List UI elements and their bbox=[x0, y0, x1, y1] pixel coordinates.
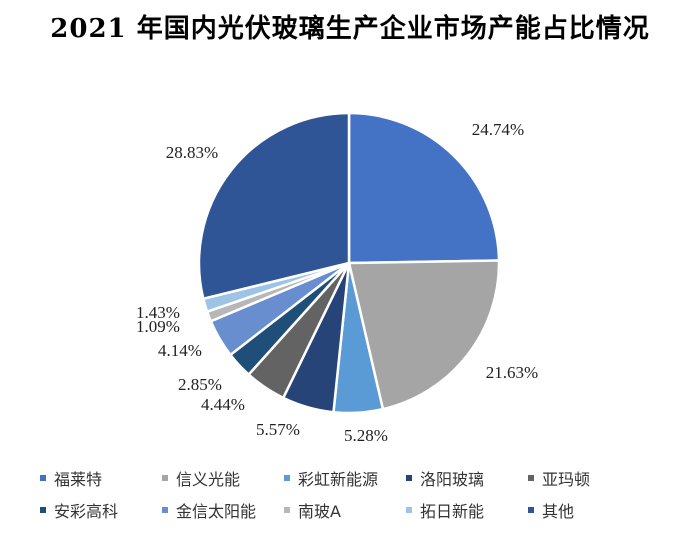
legend-item: 其他 bbox=[528, 498, 650, 522]
legend-swatch bbox=[528, 507, 534, 513]
legend-label: 南玻A bbox=[298, 502, 341, 521]
slice-label: 5.57% bbox=[256, 420, 300, 439]
legend-item: 洛阳玻璃 bbox=[406, 466, 528, 490]
chart-title: 2021 年国内光伏玻璃生产企业市场产能占比情况 bbox=[50, 14, 650, 44]
legend-swatch bbox=[162, 475, 168, 481]
legend-item: 福莱特 bbox=[40, 466, 162, 490]
legend-item: 彩虹新能源 bbox=[284, 466, 406, 490]
legend-label: 其他 bbox=[542, 502, 575, 521]
pie-chart: 24.74% 21.63% 5.28% 5.57% 4.44%2.85% 4.14% 1.0… bbox=[136, 111, 538, 445]
legend-item: 金信太阳能 bbox=[162, 498, 284, 522]
slice-label: 21.63% bbox=[486, 363, 538, 382]
pie-slice bbox=[197, 111, 351, 301]
legend-swatch bbox=[284, 475, 290, 481]
legend-label: 信义光能 bbox=[176, 470, 241, 489]
slice-label: 5.28% bbox=[344, 426, 388, 445]
legend-swatch bbox=[406, 507, 412, 513]
pie-slice bbox=[347, 111, 501, 265]
slice-label: 1.43% bbox=[136, 303, 180, 322]
slice-label: 4.14% bbox=[158, 341, 202, 360]
legend-swatch bbox=[40, 507, 46, 513]
legend-swatch bbox=[162, 507, 168, 513]
slice-label: 1.09% bbox=[136, 317, 180, 336]
legend-item: 安彩高科 bbox=[40, 498, 162, 522]
slice-label: 2.85% bbox=[178, 375, 222, 394]
legend-swatch bbox=[40, 475, 46, 481]
legend-swatch bbox=[284, 507, 290, 513]
legend-label: 金信太阳能 bbox=[176, 502, 257, 521]
legend-item: 信义光能 bbox=[162, 466, 284, 490]
legend-label: 亚玛顿 bbox=[542, 470, 591, 489]
legend-label: 安彩高科 bbox=[54, 502, 119, 521]
legend-label: 拓日新能 bbox=[420, 502, 485, 521]
legend-item: 拓日新能 bbox=[406, 498, 528, 522]
slice-label: 4.44% bbox=[201, 395, 245, 414]
legend-label: 彩虹新能源 bbox=[298, 470, 379, 489]
legend-label: 洛阳玻璃 bbox=[420, 470, 485, 489]
legend-swatch bbox=[528, 475, 534, 481]
legend-label: 福莱特 bbox=[54, 470, 103, 489]
slice-label: 28.83% bbox=[166, 143, 218, 162]
legend-swatch bbox=[406, 475, 412, 481]
pie-slice bbox=[347, 259, 501, 411]
legend-item: 南玻A bbox=[284, 498, 406, 522]
legend: 福莱特 信义光能 彩虹新能源 洛阳玻璃 亚玛顿 安彩高科 金信太阳能 南玻A 拓日新能 其他 bbox=[40, 462, 680, 526]
legend-item: 亚玛顿 bbox=[528, 466, 650, 490]
slice-label: 24.74% bbox=[472, 120, 524, 139]
